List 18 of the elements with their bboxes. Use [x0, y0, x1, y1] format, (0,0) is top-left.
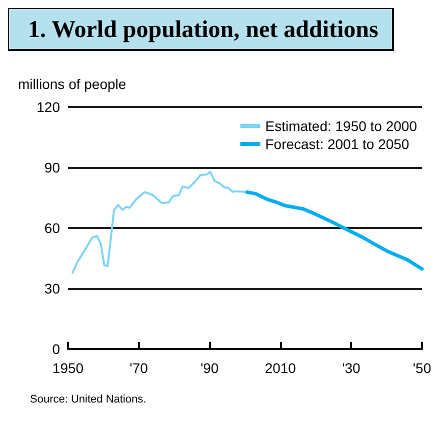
y-tick-label: 90: [44, 160, 60, 176]
y-tick-label: 0: [52, 341, 60, 357]
x-tick-label: 2010: [264, 360, 296, 376]
x-tick-label: '70: [130, 360, 148, 376]
y-tick-label: 120: [36, 99, 60, 115]
legend-label: Forecast: 2001 to 2050: [265, 136, 410, 152]
line-series: [245, 190, 424, 271]
y-tick-label: 60: [44, 220, 60, 236]
x-tick-label: '30: [342, 360, 361, 376]
legend-label: Estimated: 1950 to 2000: [265, 118, 418, 134]
y-axis-title: millions of people: [18, 76, 126, 92]
chart-title: 1. World population, net additions: [28, 17, 378, 43]
y-tick-label: 30: [44, 280, 60, 296]
line-series: [72, 170, 248, 274]
x-tick-label: 1950: [52, 360, 84, 376]
x-tick-label: '50: [412, 360, 432, 376]
source-note: Source: United Nations.: [30, 394, 146, 406]
x-tick-label: '90: [200, 360, 219, 376]
